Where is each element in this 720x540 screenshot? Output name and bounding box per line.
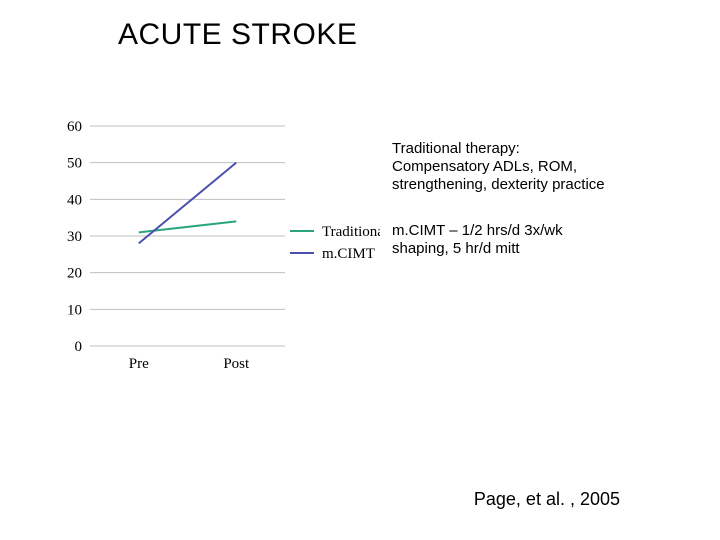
- annotation-mcimt: m.CIMT – 1/2 hrs/d 3x/wk shaping, 5 hr/d…: [392, 222, 692, 258]
- svg-text:10: 10: [67, 302, 82, 318]
- text-line: Compensatory ADLs, ROM,: [392, 158, 692, 176]
- text-line: shaping, 5 hr/d mitt: [392, 240, 692, 258]
- svg-text:Pre: Pre: [129, 356, 149, 372]
- svg-text:Post: Post: [223, 356, 250, 372]
- text-line: Traditional therapy:: [392, 140, 692, 158]
- slide: ACUTE STROKE 0 10 20 30 40 50 60 Pre Post Traditi…: [0, 0, 720, 540]
- svg-text:0: 0: [75, 339, 83, 355]
- svg-text:60: 60: [67, 119, 82, 135]
- line-chart: 0 10 20 30 40 50 60 Pre Post Traditional m.CIMT: [40, 116, 380, 381]
- text-line: strengthening, dexterity practice: [392, 176, 692, 194]
- text-line: m.CIMT – 1/2 hrs/d 3x/wk: [392, 222, 692, 240]
- annotation-traditional: Traditional therapy: Compensatory ADLs, …: [392, 140, 692, 194]
- citation: Page, et al. , 2005: [474, 489, 620, 510]
- svg-text:30: 30: [67, 229, 82, 245]
- chart-container: 0 10 20 30 40 50 60 Pre Post Traditional m.CIMT: [40, 116, 380, 386]
- svg-text:50: 50: [67, 156, 82, 172]
- page-title: ACUTE STROKE: [118, 18, 357, 52]
- svg-text:20: 20: [67, 266, 82, 282]
- svg-text:Traditional: Traditional: [322, 224, 380, 240]
- svg-text:m.CIMT: m.CIMT: [322, 246, 375, 262]
- svg-text:40: 40: [67, 192, 82, 208]
